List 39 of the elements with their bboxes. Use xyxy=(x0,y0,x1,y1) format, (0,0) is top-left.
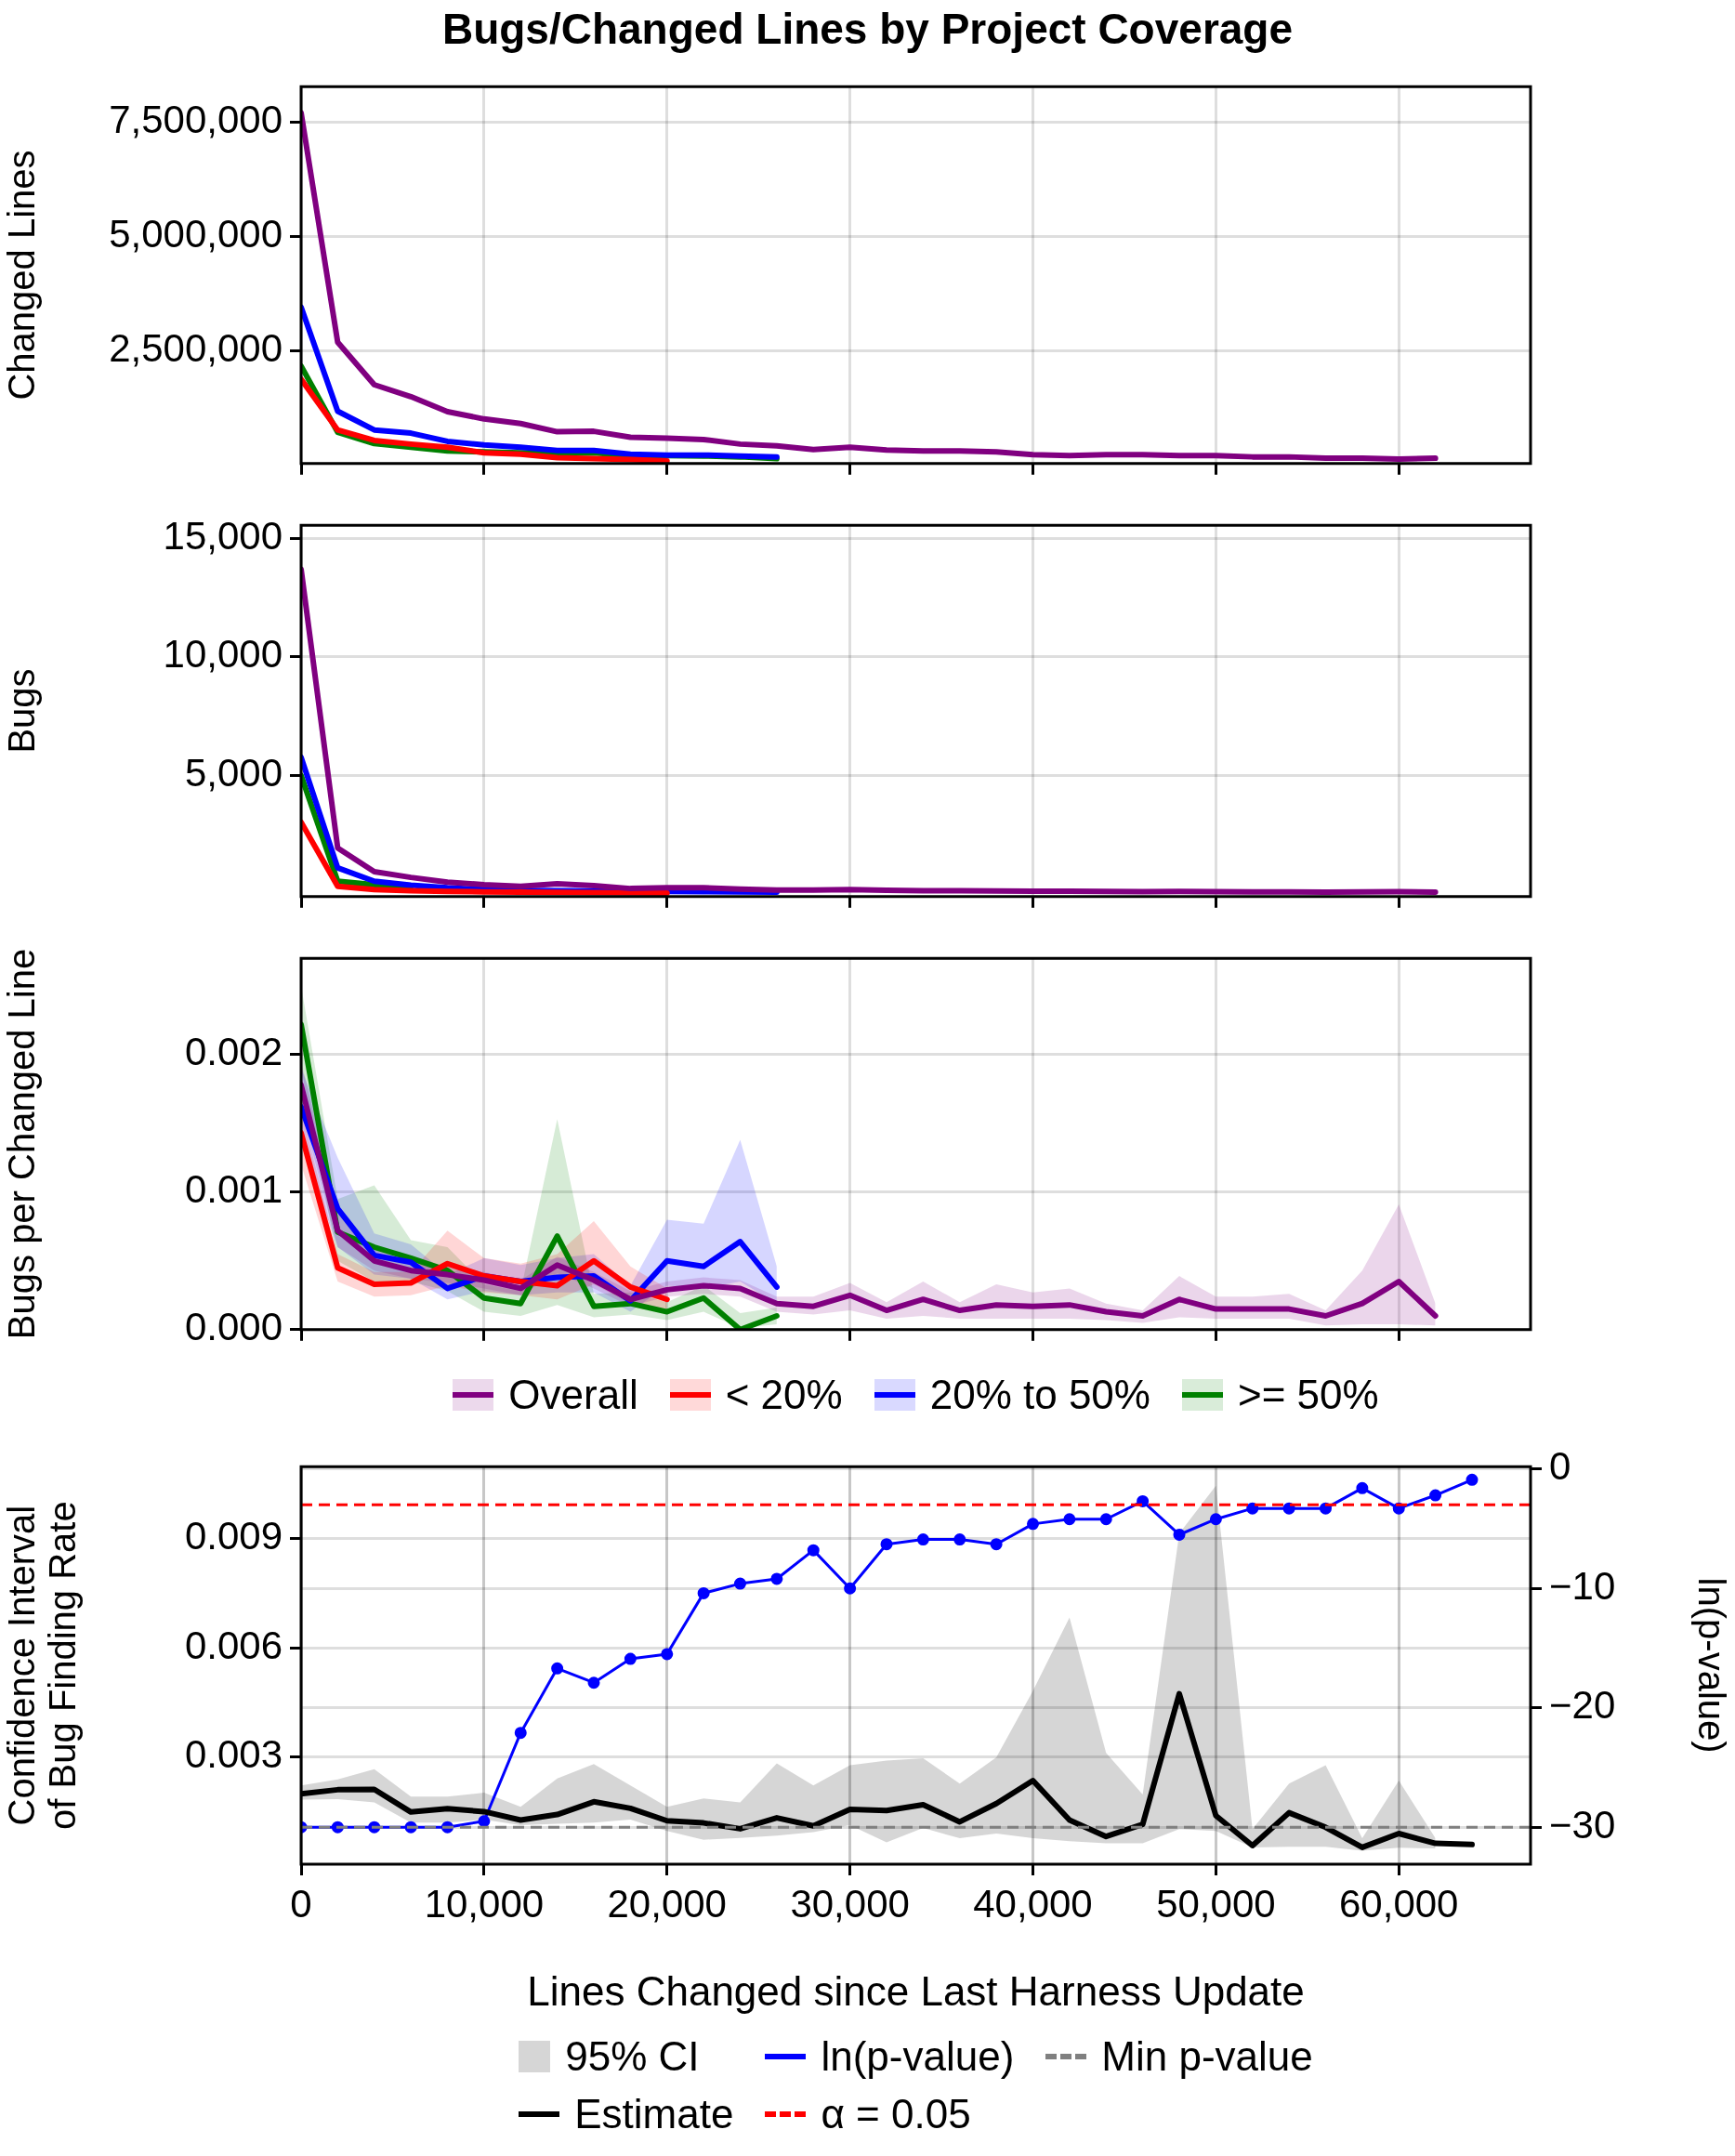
y-tick-label: 10,000 xyxy=(163,632,283,677)
x-tick-label: 50,000 xyxy=(1156,1881,1276,1926)
legend-label: 20% to 50% xyxy=(929,1372,1150,1418)
text: α = 0.05 xyxy=(821,2091,971,2137)
legend-label: < 20% xyxy=(725,1372,843,1418)
x-tick-label: 60,000 xyxy=(1339,1881,1459,1926)
legend-label: Min p-value xyxy=(1101,2033,1313,2080)
y-tick-label: 0.009 xyxy=(184,1513,283,1558)
legend-label: ln(p-value) xyxy=(821,2033,1015,2080)
y2-tick-label: −30 xyxy=(1549,1802,1616,1847)
y-tick-label: 0.003 xyxy=(184,1732,283,1777)
legend-label: >= 50% xyxy=(1237,1372,1379,1418)
x-tick-label: 30,000 xyxy=(790,1881,910,1926)
y-tick-label: 0.002 xyxy=(184,1030,283,1074)
y2-tick-label: −10 xyxy=(1549,1563,1616,1608)
y-axis-title: Changed Lines xyxy=(1,150,43,401)
y-axis-title: Bugs xyxy=(1,668,43,754)
x-tick-label: 40,000 xyxy=(973,1881,1093,1926)
y-axis-title: Bugs per Changed Line xyxy=(1,948,43,1340)
y-tick-label: 2,500,000 xyxy=(109,325,283,370)
legend-label: Estimate xyxy=(574,2091,734,2137)
y-axis-title: Confidence Interval of Bug Finding Rate xyxy=(1,1501,84,1830)
y-tick-label: 7,500,000 xyxy=(109,98,283,142)
y2-tick-label: −20 xyxy=(1549,1683,1616,1728)
x-tick-label: 0 xyxy=(290,1881,312,1926)
y-tick-label: 0.000 xyxy=(184,1305,283,1349)
chart-title: Bugs/Changed Lines by Project Coverage xyxy=(440,4,1295,54)
legend-label: Overall xyxy=(508,1372,638,1418)
text: 95% CI xyxy=(565,2033,700,2080)
y2-axis-title: ln(p-value) xyxy=(1690,1577,1732,1754)
y-tick-label: 0.006 xyxy=(184,1623,283,1667)
y2-tick-label: 0 xyxy=(1549,1444,1571,1489)
y-tick-label: 5,000,000 xyxy=(109,211,283,256)
x-axis-title: Lines Changed since Last Harness Update xyxy=(527,1967,1305,2014)
x-tick-label: 20,000 xyxy=(607,1881,727,1926)
x-tick-label: 10,000 xyxy=(424,1881,545,1926)
y-tick-label: 0.001 xyxy=(184,1167,283,1212)
y-tick-label: 5,000 xyxy=(184,751,283,795)
y-tick-label: 15,000 xyxy=(163,513,283,558)
